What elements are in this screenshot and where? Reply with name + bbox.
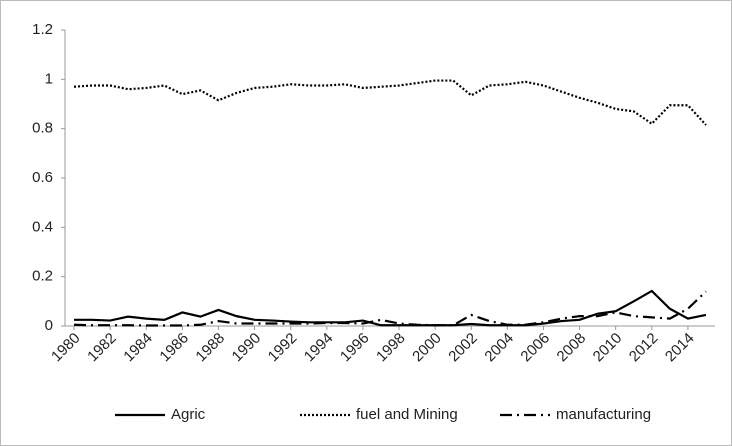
line-series [73,79,707,126]
legend-label: Agric [171,406,206,423]
y-tick-label: 1 [45,70,53,87]
line-series [74,289,707,327]
legend-label: fuel and Mining [356,406,458,423]
y-tick-label: 0.8 [32,120,53,137]
line-series [73,290,707,327]
y-tick-label: 0.2 [32,268,53,285]
y-tick-label: 0.4 [32,218,53,235]
y-tick-label: 0.6 [32,169,53,186]
legend-label: manufacturing [556,406,651,423]
y-tick-label: 1.2 [32,21,53,38]
y-tick-label: 0 [45,317,53,334]
